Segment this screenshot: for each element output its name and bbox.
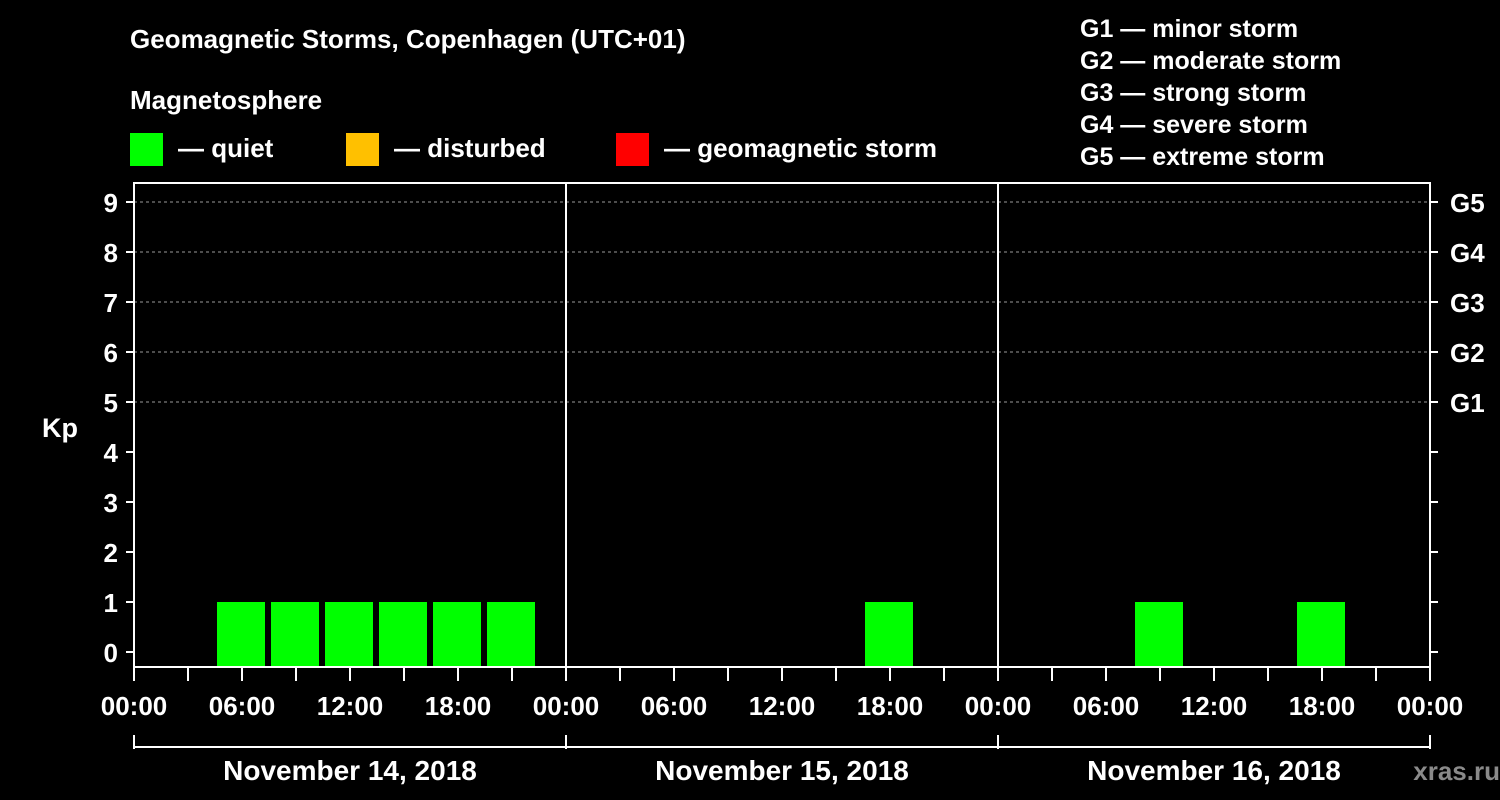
x-tick-label: 00:00 (965, 691, 1032, 721)
y-tick-label: 9 (104, 188, 118, 218)
plot-frame (133, 182, 1431, 668)
y-tick-label: 4 (104, 438, 119, 468)
storm-scale-g5: G5 — extreme storm (1080, 143, 1325, 171)
kp-bar-quiet-3 (379, 602, 427, 667)
y-tick-label: 3 (104, 488, 118, 518)
x-tick-label: 18:00 (425, 691, 492, 721)
kp-bar-quiet-2 (325, 602, 373, 667)
kp-bar-quiet-7 (1135, 602, 1183, 667)
x-tick-label: 18:00 (1289, 691, 1356, 721)
legend-title: Magnetosphere (130, 85, 322, 115)
y-tick-label: 2 (104, 538, 118, 568)
y-tick-label: 5 (104, 388, 118, 418)
legend-swatch-disturbed (346, 133, 379, 166)
kp-bar-quiet-0 (217, 602, 265, 667)
x-tick-label: 18:00 (857, 691, 924, 721)
x-tick-label: 06:00 (209, 691, 276, 721)
watermark: xras.ru (1413, 756, 1500, 786)
legend-label-disturbed: — disturbed (394, 133, 546, 163)
day-label: November 15, 2018 (655, 755, 909, 786)
y-tick-label: 6 (104, 338, 118, 368)
g-level-label: G3 (1450, 288, 1485, 318)
g-level-label: G2 (1450, 338, 1485, 368)
g-level-label: G5 (1450, 188, 1485, 218)
legend-swatch-quiet (130, 133, 163, 166)
storm-scale-g2: G2 — moderate storm (1080, 47, 1341, 75)
y-tick-label: 1 (104, 588, 118, 618)
day-label: November 16, 2018 (1087, 755, 1341, 786)
legend-swatch-storm (616, 133, 649, 166)
y-tick-label: 8 (104, 238, 118, 268)
legend-label-storm: — geomagnetic storm (664, 133, 937, 163)
x-tick-label: 00:00 (101, 691, 168, 721)
x-tick-label: 00:00 (533, 691, 600, 721)
x-tick-label: 12:00 (1181, 691, 1248, 721)
kp-bar-quiet-5 (487, 602, 535, 667)
y-tick-label: 0 (104, 638, 118, 668)
day-label: November 14, 2018 (223, 755, 477, 786)
legend-label-quiet: — quiet (178, 133, 274, 163)
g-level-label: G4 (1450, 238, 1485, 268)
x-tick-label: 00:00 (1397, 691, 1464, 721)
kp-bar-quiet-6 (865, 602, 913, 667)
kp-bar-quiet-4 (433, 602, 481, 667)
x-tick-label: 06:00 (641, 691, 708, 721)
chart-title: Geomagnetic Storms, Copenhagen (UTC+01) (130, 24, 685, 54)
kp-bar-quiet-1 (271, 602, 319, 667)
y-axis-label: Kp (42, 413, 78, 443)
kp-bar-quiet-8 (1297, 602, 1345, 667)
g-level-label: G1 (1450, 388, 1485, 418)
y-tick-label: 7 (104, 288, 118, 318)
x-tick-label: 12:00 (749, 691, 816, 721)
x-tick-label: 06:00 (1073, 691, 1140, 721)
storm-scale-g3: G3 — strong storm (1080, 79, 1306, 107)
x-tick-label: 12:00 (317, 691, 384, 721)
storm-scale-g4: G4 — severe storm (1080, 111, 1308, 139)
storm-scale-g1: G1 — minor storm (1080, 15, 1298, 43)
